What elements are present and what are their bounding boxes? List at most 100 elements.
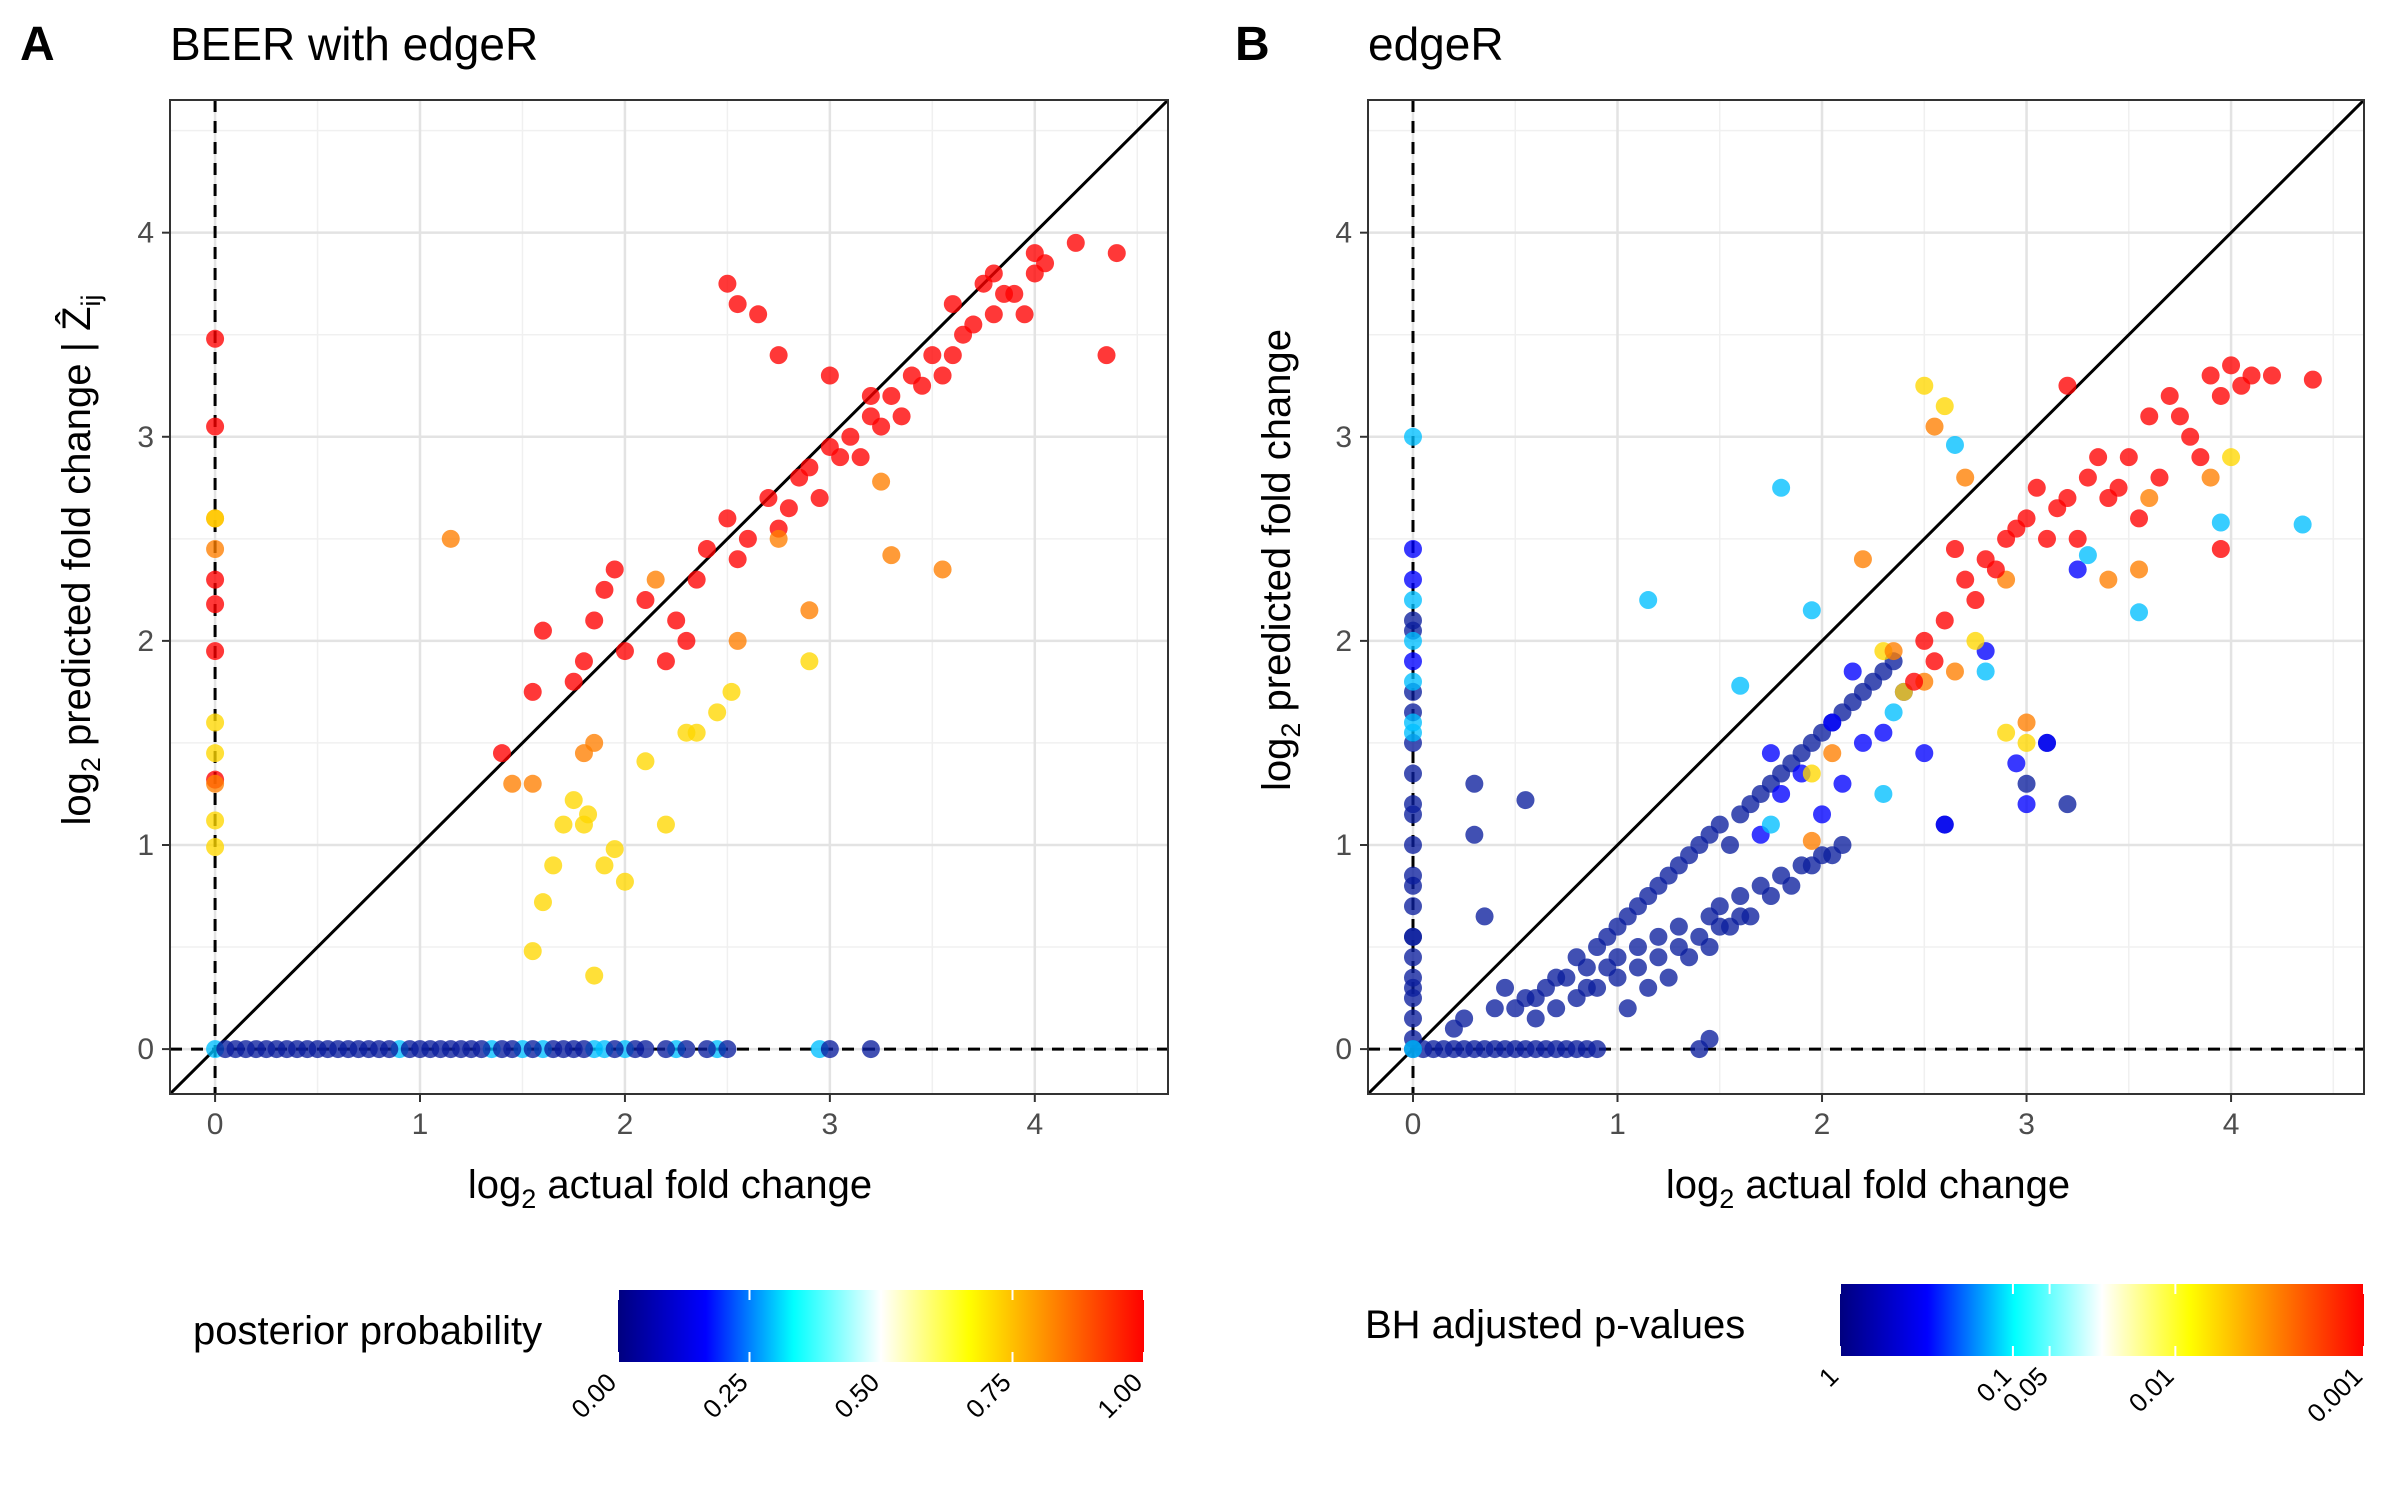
data-point [1843, 662, 1862, 681]
colorbar-tick-label: 0.75 [960, 1367, 1017, 1424]
data-point [2007, 519, 2026, 538]
colorbar-tick-label: 0.25 [697, 1367, 754, 1424]
data-point [728, 550, 747, 569]
data-point [1700, 1029, 1719, 1048]
data-point [1710, 897, 1729, 916]
data-point [1567, 989, 1586, 1008]
identity-line [1368, 100, 2364, 1094]
data-point [677, 631, 696, 650]
panel-a-plot: 0 1 2 3 4 0 1 2 3 4 [137, 99, 1169, 1141]
data-point [1403, 611, 1422, 630]
colorbar-tick-label: 0.00 [565, 1367, 622, 1424]
data-point [882, 386, 901, 405]
colorbar-tick-label: 0.05 [1997, 1361, 2054, 1418]
data-point [1465, 774, 1484, 793]
data-point [779, 499, 798, 518]
data-point [769, 346, 788, 365]
y-tick-label: 1 [1335, 829, 1352, 862]
colorbar-tick-label: 1 [1813, 1361, 1844, 1392]
data-point [2017, 795, 2036, 814]
data-point [1403, 978, 1422, 997]
data-point [1966, 631, 1985, 650]
data-point [1802, 831, 1821, 850]
data-point [1853, 550, 1872, 569]
data-point [722, 682, 741, 701]
panel-a-xlabel: log2 actual fold change [468, 1163, 872, 1214]
y-tick-label: 2 [1335, 625, 1352, 658]
panel-a-title: BEER with edgeR [170, 18, 538, 70]
data-point [2099, 570, 2118, 589]
data-point [2058, 376, 2077, 395]
data-point [1403, 1009, 1422, 1028]
data-point [2222, 356, 2241, 375]
data-point [1015, 305, 1034, 324]
data-point [206, 713, 225, 732]
data-point [1915, 744, 1934, 763]
data-point [206, 838, 225, 857]
data-point [728, 631, 747, 650]
data-point [984, 305, 1003, 324]
data-point [1403, 631, 1422, 650]
data-point [2017, 733, 2036, 752]
data-point [984, 264, 1003, 283]
data-point [1403, 427, 1422, 446]
data-point [206, 811, 225, 830]
data-point [800, 652, 819, 671]
data-point [1761, 815, 1780, 834]
data-point [1547, 999, 1566, 1018]
data-point [585, 733, 604, 752]
x-tick-label: 2 [617, 1108, 634, 1141]
data-point [1618, 999, 1637, 1018]
data-point [2068, 560, 2087, 579]
data-point [1403, 927, 1422, 946]
colorbar-tick-label: 1.00 [1091, 1367, 1148, 1424]
data-point [872, 417, 891, 436]
data-point [1956, 570, 1975, 589]
data-point [1588, 978, 1607, 997]
data-point [2037, 529, 2056, 548]
data-point [2140, 489, 2159, 508]
data-point [206, 329, 225, 348]
data-point [995, 284, 1014, 303]
data-point [718, 274, 737, 293]
data-point [1772, 784, 1791, 803]
data-point [1772, 478, 1791, 497]
data-point [1710, 815, 1729, 834]
data-point [667, 611, 686, 630]
data-point [1475, 907, 1494, 926]
data-point [831, 448, 850, 467]
data-point [564, 672, 583, 691]
panel-border [1367, 99, 2365, 1095]
data-point [943, 346, 962, 365]
data-point [636, 591, 655, 610]
data-point [503, 1040, 522, 1059]
data-point [1802, 764, 1821, 783]
data-point [656, 1040, 675, 1059]
data-point [1956, 468, 1975, 487]
data-point [1403, 805, 1422, 824]
data-point [206, 595, 225, 614]
data-point [2201, 468, 2220, 487]
data-point [1823, 744, 1842, 763]
data-point [2150, 468, 2169, 487]
colorbar-tick-label: 0.50 [828, 1367, 885, 1424]
data-point [1935, 815, 1954, 834]
data-point [441, 529, 460, 548]
data-point [2293, 515, 2312, 534]
data-point [1925, 417, 1944, 436]
data-point [687, 570, 706, 589]
data-point [2303, 370, 2322, 389]
x-tick-label: 2 [1814, 1108, 1831, 1141]
data-point [1976, 662, 1995, 681]
data-point [1577, 958, 1596, 977]
data-point [677, 1040, 696, 1059]
x-tick-label: 0 [1405, 1108, 1422, 1141]
data-point [1628, 938, 1647, 957]
data-point [1884, 642, 1903, 661]
data-point [687, 723, 706, 742]
panel-a-colorbar: 0.00 0.25 0.50 0.75 1.00 [565, 1290, 1148, 1424]
data-point [1097, 346, 1116, 365]
panel-b-title: edgeR [1368, 18, 1504, 70]
panel-border [169, 99, 1169, 1095]
data-point [2027, 478, 2046, 497]
